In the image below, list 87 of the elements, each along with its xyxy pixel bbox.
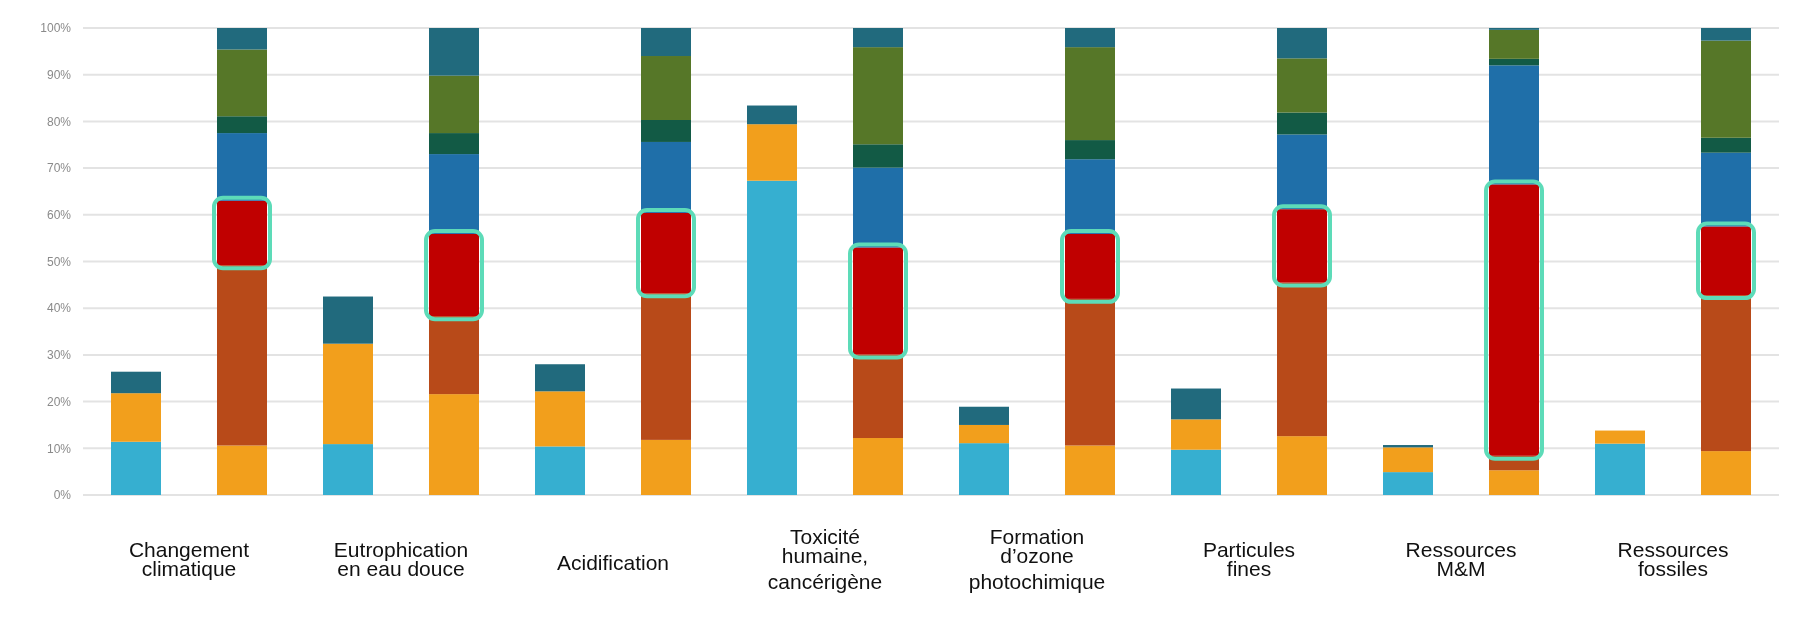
bar xyxy=(853,167,903,248)
bar xyxy=(1595,443,1645,495)
x-tick-label: Formation d’ozone photochimique xyxy=(968,525,1106,593)
bar xyxy=(535,364,585,392)
bar xyxy=(1277,112,1327,135)
y-tick-label: 30% xyxy=(46,348,72,363)
bar xyxy=(747,105,797,125)
bar xyxy=(1701,451,1751,495)
x-tick-label: Toxicité humaine, cancérigène xyxy=(767,525,883,593)
bar xyxy=(1065,47,1115,141)
bar xyxy=(429,133,479,155)
bar xyxy=(1595,430,1645,444)
bar xyxy=(853,144,903,168)
bar xyxy=(1277,28,1327,59)
bar xyxy=(1277,282,1327,437)
y-tick-label: 80% xyxy=(46,114,72,129)
x-tick-label: Eutrophication en eau douce xyxy=(333,538,469,580)
bar xyxy=(111,393,161,442)
bar xyxy=(1701,28,1751,41)
bar xyxy=(217,49,267,117)
x-tick-label: Changement climatique xyxy=(128,538,250,580)
bar xyxy=(323,296,373,344)
bar xyxy=(1065,445,1115,495)
bar xyxy=(1383,447,1433,473)
y-tick-label: 100% xyxy=(40,21,72,36)
bar xyxy=(535,391,585,447)
bar xyxy=(1065,159,1115,234)
bar xyxy=(1701,152,1751,227)
bar xyxy=(1489,58,1539,66)
bar xyxy=(429,154,479,234)
x-tick-label: Ressources fossiles xyxy=(1617,538,1729,580)
bar xyxy=(323,444,373,495)
bar xyxy=(641,141,691,213)
bar xyxy=(1171,388,1221,420)
bar xyxy=(1701,40,1751,138)
bar xyxy=(641,28,691,57)
bar xyxy=(853,47,903,145)
bar xyxy=(429,75,479,134)
bar xyxy=(1701,295,1751,452)
bar xyxy=(853,354,903,439)
bar xyxy=(1065,140,1115,160)
bar xyxy=(1277,58,1327,113)
bar xyxy=(1489,470,1539,495)
bar xyxy=(959,443,1009,495)
bar xyxy=(217,265,267,446)
bar xyxy=(1065,28,1115,48)
bar xyxy=(217,445,267,495)
bar xyxy=(641,56,691,120)
y-tick-label: 50% xyxy=(46,254,72,269)
bar xyxy=(535,446,585,495)
bar xyxy=(111,441,161,495)
bar xyxy=(1701,137,1751,153)
bar xyxy=(1277,134,1327,210)
y-tick-label: 90% xyxy=(46,67,72,82)
bar xyxy=(641,293,691,440)
bar xyxy=(217,133,267,201)
bar xyxy=(641,439,691,495)
bar xyxy=(1383,472,1433,495)
bar xyxy=(1277,436,1327,495)
bar xyxy=(1489,65,1539,185)
y-tick-label: 70% xyxy=(46,161,72,176)
y-tick-label: 10% xyxy=(46,441,72,456)
y-tick-label: 40% xyxy=(46,301,72,316)
bar xyxy=(217,28,267,50)
bar xyxy=(217,116,267,134)
y-tick-label: 60% xyxy=(46,208,72,222)
bar xyxy=(1489,29,1539,59)
bar xyxy=(747,180,797,495)
bar xyxy=(111,371,161,394)
bar xyxy=(1065,298,1115,446)
bar xyxy=(1171,419,1221,450)
y-tick-label: 20% xyxy=(46,394,72,409)
bar xyxy=(1171,449,1221,495)
bar xyxy=(641,120,691,142)
bar xyxy=(853,28,903,48)
bar xyxy=(959,406,1009,425)
bar xyxy=(429,28,479,76)
bar xyxy=(429,394,479,495)
bar xyxy=(747,124,797,181)
bar xyxy=(853,438,903,495)
x-tick-label: Particules fines xyxy=(1202,538,1296,580)
x-tick-label: Ressources M&M xyxy=(1405,538,1517,580)
bar xyxy=(323,343,373,445)
y-tick-label: 0% xyxy=(53,488,72,503)
bar xyxy=(959,424,1009,444)
x-tick-label: Acidification xyxy=(556,551,670,575)
bar xyxy=(429,316,479,395)
